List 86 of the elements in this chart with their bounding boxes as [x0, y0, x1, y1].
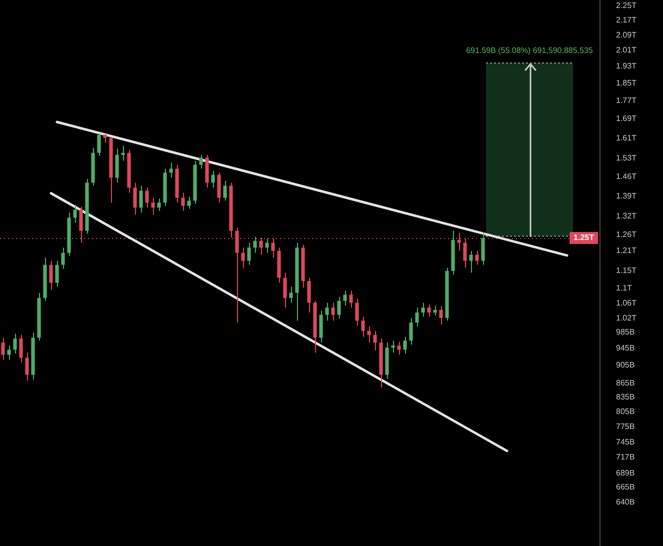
y-tick-label: 1.93T [616, 62, 637, 71]
candlestick [241, 247, 245, 268]
candlestick [367, 326, 371, 344]
candlestick [223, 180, 227, 202]
y-tick-label: 665B [616, 482, 635, 492]
y-tick-label: 805B [616, 406, 635, 416]
candlestick [139, 185, 143, 214]
candlestick [181, 192, 185, 212]
y-tick-label: 775B [616, 422, 635, 431]
candlestick [253, 236, 257, 254]
y-tick-label: 1.53T [616, 153, 637, 162]
candlestick [397, 341, 401, 356]
y-tick-label: 1.02T [616, 314, 637, 323]
y-tick-label: 1.69T [616, 114, 637, 124]
candlestick [325, 302, 329, 322]
y-tick-label: 1.85T [616, 78, 637, 88]
band-label: 691.59B (55.08%) 691,590,885,535 [466, 46, 594, 56]
candlestick [55, 260, 59, 288]
y-tick-label: 2.25T [616, 1, 637, 10]
y-tick-label: 640B [616, 498, 635, 507]
y-tick-label: 985B [616, 327, 635, 336]
candlestick [355, 298, 359, 326]
candlestick [145, 187, 149, 208]
candlestick [349, 290, 353, 308]
candlestick [217, 172, 221, 204]
candlestick [247, 242, 251, 266]
y-tick-label: 2.17T [616, 15, 637, 24]
candlestick [169, 162, 173, 178]
y-tick-label: 865B [616, 378, 635, 388]
y-tick-label: 1.15T [616, 266, 637, 276]
candlestick [199, 154, 203, 170]
candlestick [211, 170, 215, 188]
candlestick [283, 272, 287, 308]
y-tick-label: 1.77T [616, 96, 637, 105]
candlestick [403, 336, 407, 354]
candlestick [469, 250, 473, 274]
y-tick-label: 1.1T [616, 284, 632, 293]
candlestick [265, 238, 269, 254]
candlestick [121, 145, 125, 162]
candlestick [97, 133, 101, 156]
y-tick-label: 1.32T [616, 212, 637, 221]
y-tick-label: 1.21T [616, 246, 637, 256]
y-tick-label: 2.01T [616, 46, 637, 55]
candlestick [481, 232, 485, 266]
y-tick-label: 905B [616, 360, 635, 370]
candlestick [61, 247, 65, 270]
y-tick-label: 745B [616, 438, 635, 447]
candlestick [151, 197, 155, 216]
candlestick [319, 310, 323, 344]
y-tick-label: 1.46T [616, 172, 637, 181]
candlestick [475, 250, 479, 266]
y-tick-label: 1.39T [616, 191, 637, 200]
candlestick [289, 286, 293, 304]
candlestick [439, 305, 443, 326]
y-tick-label: 1.61T [616, 133, 637, 142]
candlestick [373, 330, 377, 352]
candlestick [391, 340, 395, 354]
y-tick-label: 689B [616, 468, 635, 478]
candlestick [187, 196, 191, 210]
candlestick [73, 204, 77, 224]
candlestick [427, 304, 431, 318]
candlestick [433, 305, 437, 316]
candlestick [331, 302, 335, 322]
candlestick [307, 277, 311, 314]
ref-line-label: 1.25T [574, 233, 594, 242]
y-tick-label: 717B [616, 452, 635, 462]
candlestick [13, 333, 17, 354]
candlestick [157, 198, 161, 212]
candlestick [361, 316, 365, 338]
candlestick [7, 345, 11, 360]
candlestick [25, 352, 29, 382]
candlestick [409, 317, 413, 346]
y-tick-label: 1.26T [616, 230, 637, 240]
candlestick [337, 296, 341, 320]
candlestick [421, 302, 425, 318]
candlestick [49, 260, 53, 290]
y-tick-label: 1.06T [616, 298, 637, 308]
candlestick [19, 334, 23, 363]
candlestick [1, 337, 5, 360]
candlestick [415, 307, 419, 328]
candlestick [343, 290, 347, 306]
y-tick-label: 945B [616, 344, 635, 353]
y-tick-label: 835B [616, 392, 635, 402]
candlestick [115, 148, 119, 184]
candlestick [133, 182, 137, 216]
y-tick-label: 2.09T [616, 30, 637, 40]
